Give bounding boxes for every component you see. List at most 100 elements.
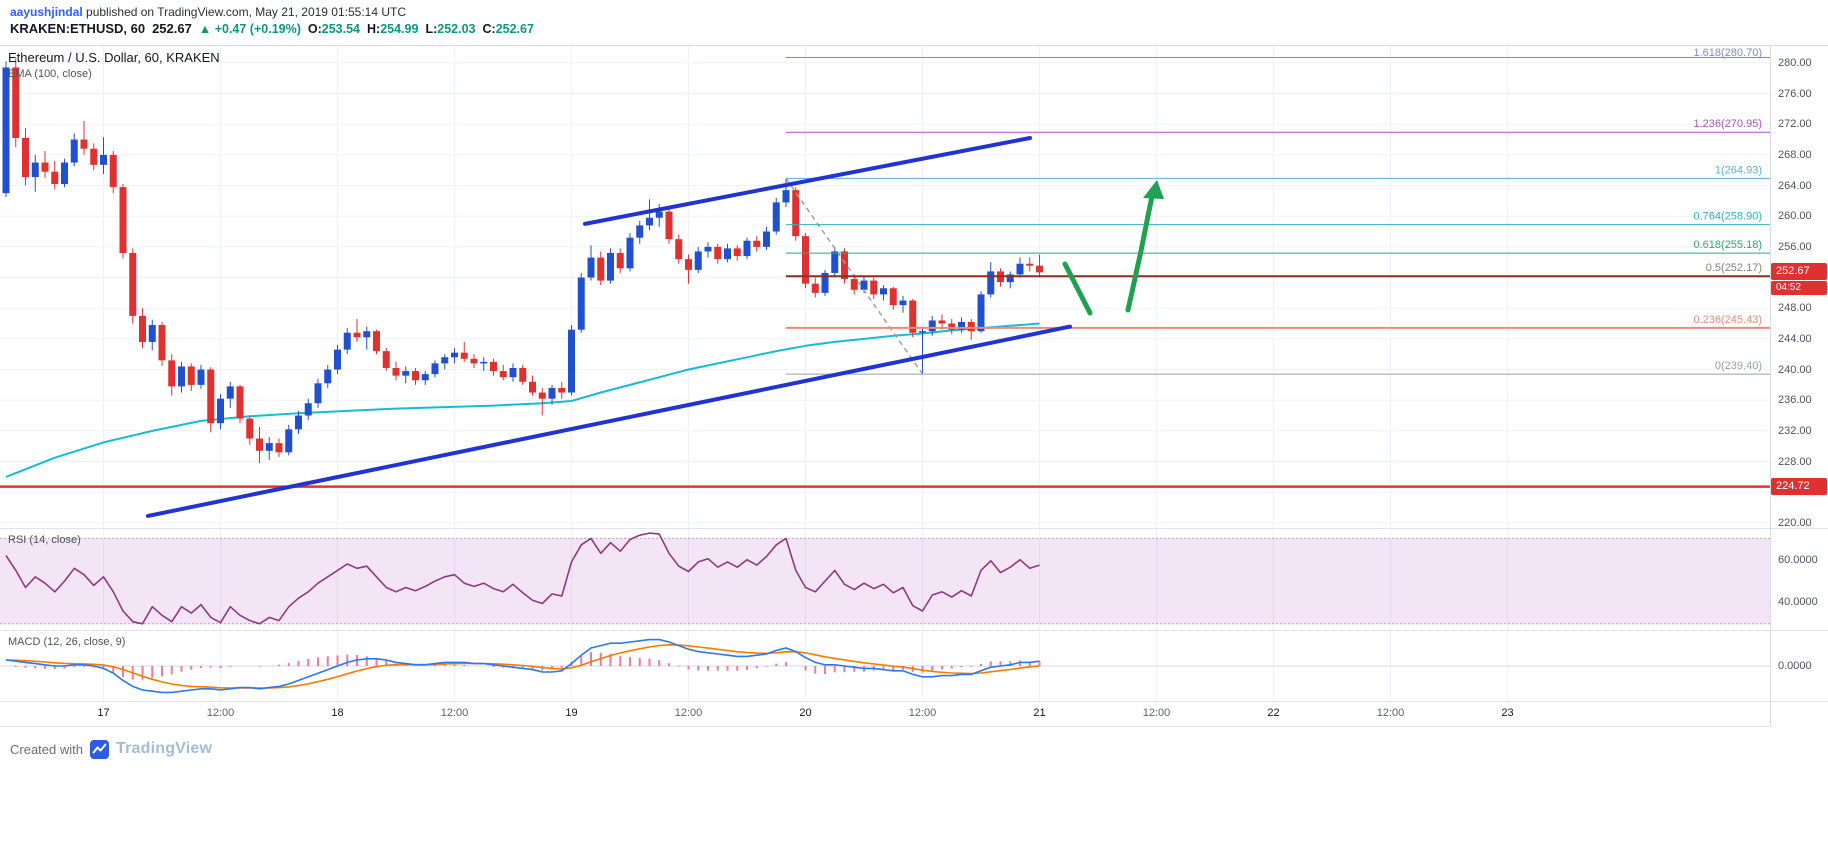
candle-body <box>967 321 975 332</box>
candle-body <box>811 283 819 293</box>
price-pane-legend: Ethereum / U.S. Dollar, 60, KRAKEN EMA (… <box>8 50 220 80</box>
candle-body <box>197 369 205 385</box>
candle-body <box>61 162 68 184</box>
candle-body <box>353 332 361 338</box>
tradingview-snapshot: aayushjindal published on TradingView.co… <box>0 5 1828 759</box>
macd-histogram-bar <box>941 666 943 670</box>
rsi-pane-legend: RSI (14, close) <box>8 531 81 546</box>
ema-legend[interactable]: EMA (100, close) <box>8 68 92 80</box>
axis-corner <box>1771 702 1828 726</box>
price-tick-label: 232.00 <box>1778 424 1812 437</box>
candle-body <box>938 320 946 324</box>
macd-histogram-bar <box>707 666 709 671</box>
rsi-line <box>5 532 1040 625</box>
candle-body <box>441 357 449 364</box>
macd-histogram-bar <box>980 663 982 666</box>
candle-body <box>1006 274 1014 283</box>
tradingview-logo-icon[interactable] <box>89 739 109 759</box>
macd-chart-svg[interactable] <box>0 631 1770 701</box>
macd-histogram-bar <box>668 663 670 666</box>
time-tick-label: 12:00 <box>908 707 937 719</box>
price-axis[interactable]: 280.00 276.00 272.00 268.00 264.00 260.00 256.… <box>1771 46 1828 529</box>
time-axis[interactable]: 17 12:00 18 12:00 19 12:00 20 12:00 21 12:00 22 12:… <box>0 702 1770 727</box>
price-tick-label: 228.00 <box>1778 455 1812 468</box>
macd-histogram-bar <box>317 657 319 666</box>
macd-histogram-bar <box>190 666 193 670</box>
macd-pane-legend: MACD (12, 26, close, 9) <box>8 633 125 648</box>
tradingview-brand[interactable]: TradingView <box>115 740 213 757</box>
change-value: +0.47 (+0.19%) <box>214 22 301 36</box>
macd-histogram-bar <box>385 660 388 666</box>
candle-body <box>753 240 761 247</box>
macd-histogram-bar <box>1009 661 1012 666</box>
macd-histogram-bar <box>697 666 700 671</box>
candle-body <box>743 240 751 257</box>
candle-body <box>392 367 400 376</box>
macd-histogram-bar <box>404 665 407 666</box>
rsi-chart-svg[interactable] <box>0 529 1770 630</box>
candle-body <box>158 325 166 361</box>
macd-histogram-bar <box>258 666 261 667</box>
countdown-badge: 04:52 <box>1771 281 1827 296</box>
time-tick-label: 12:00 <box>206 707 235 719</box>
rsi-legend[interactable]: RSI (14, close) <box>8 534 81 546</box>
macd-pane[interactable]: MACD (12, 26, close, 9) <box>0 631 1770 702</box>
macd-histogram-bar <box>44 666 46 669</box>
macd-histogram-bar <box>443 664 446 666</box>
fib-level-label: 1.236(270.95) <box>1694 118 1763 130</box>
candle-body <box>431 363 439 375</box>
candle-body <box>480 361 488 364</box>
macd-histogram-bar <box>970 666 973 667</box>
candle-body <box>148 325 156 342</box>
candle-body <box>782 190 790 203</box>
candle-body <box>724 248 731 260</box>
price-chart-svg[interactable]: 1.618(280.70) 1.236(270.95) 1(264.93) 0.764… <box>0 46 1770 528</box>
macd-histogram-bar <box>170 666 173 675</box>
macd-legend[interactable]: MACD (12, 26, close, 9) <box>8 636 126 648</box>
candle-body <box>451 352 458 358</box>
macd-histogram-bar <box>492 666 495 668</box>
candle-body <box>499 371 507 378</box>
candle-body <box>236 386 244 419</box>
price-pane[interactable]: 1.618(280.70) 1.236(270.95) 1(264.93) 0.764… <box>0 46 1770 529</box>
candle-body <box>314 383 322 404</box>
macd-signal-line <box>5 643 1040 689</box>
macd-line <box>5 638 1040 694</box>
byline-username[interactable]: aayushjindal <box>10 5 83 19</box>
candle-body <box>382 351 390 368</box>
candle-body <box>31 162 39 178</box>
rsi-pane[interactable]: RSI (14, close) <box>0 529 1770 631</box>
price-tick-label: 264.00 <box>1778 179 1812 192</box>
candle-body <box>304 403 312 416</box>
candle-body <box>12 67 20 138</box>
ema-line <box>5 322 1040 478</box>
candle-body <box>870 280 878 295</box>
candle-body <box>421 374 429 381</box>
macd-histogram-bar <box>843 666 846 673</box>
plot-column: 1.618(280.70) 1.236(270.95) 1(264.93) 0.764… <box>0 46 1770 727</box>
rsi-axis[interactable]: 60.0000 40.0000 <box>1771 529 1828 631</box>
candle-body <box>41 162 49 172</box>
macd-histogram-bar <box>716 666 719 671</box>
rsi-band <box>0 538 1770 624</box>
macd-axis[interactable]: 0.0000 <box>1771 631 1828 702</box>
macd-histogram-bar <box>463 664 466 666</box>
candle-body <box>343 332 351 350</box>
time-tick-label: 12:00 <box>1142 707 1171 719</box>
macd-histogram-bar <box>346 654 349 666</box>
rsi-tick-label: 60.0000 <box>1778 553 1818 566</box>
macd-tick-label: 0.0000 <box>1778 660 1812 672</box>
candle-body <box>899 300 907 306</box>
macd-histogram-bar <box>580 655 583 666</box>
macd-histogram-bar <box>785 662 787 666</box>
candle-body <box>607 252 614 281</box>
candle-body <box>880 288 887 295</box>
macd-histogram-bar <box>1038 661 1041 666</box>
macd-histogram-bar <box>638 657 641 666</box>
candle-body <box>460 352 468 359</box>
time-tick-label: 18 <box>331 707 344 719</box>
macd-histogram-bar <box>531 666 534 670</box>
candle-body <box>821 272 829 293</box>
macd-histogram-bar <box>375 658 378 666</box>
candle-body <box>704 246 712 252</box>
